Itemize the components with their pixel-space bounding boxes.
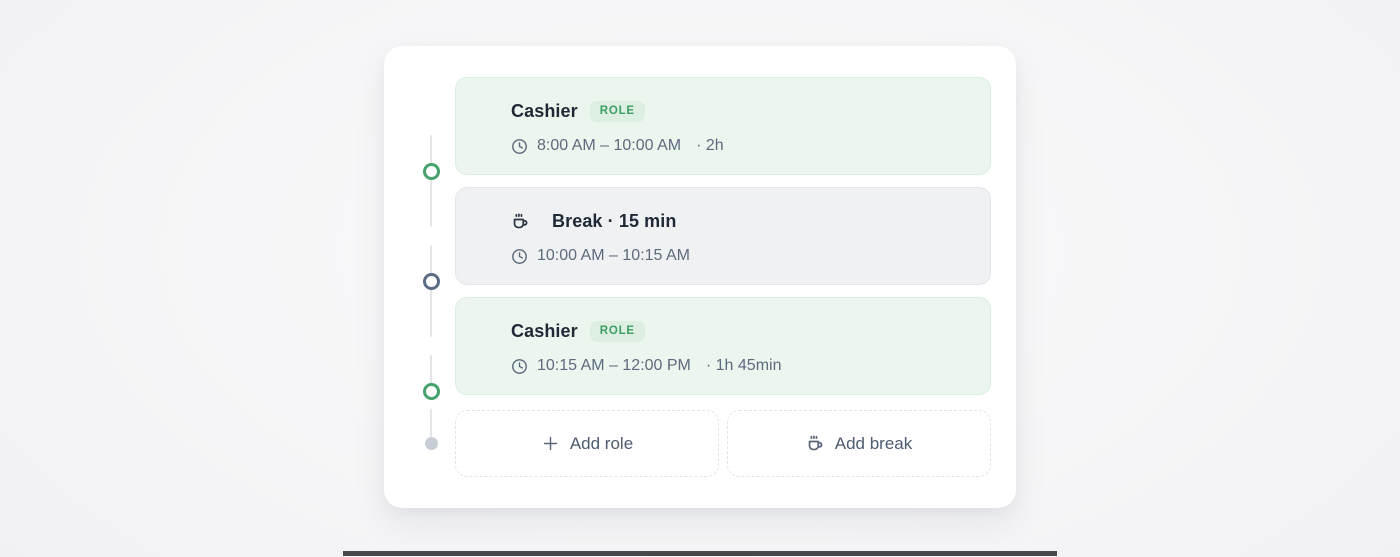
shift-editor-panel: Cashier ROLE 8:00 AM – 10:00 AM · 2h bbox=[384, 46, 1016, 508]
segment-duration: · 2h bbox=[696, 137, 724, 154]
segment-time-range: 10:15 AM – 12:00 PM bbox=[537, 357, 691, 374]
timeline-connector bbox=[430, 135, 432, 227]
segment-title: Cashier bbox=[511, 101, 578, 121]
segment-title: Cashier bbox=[511, 321, 578, 341]
segment-list: Cashier ROLE 8:00 AM – 10:00 AM · 2h bbox=[455, 77, 991, 407]
timeline-end-dot bbox=[425, 437, 438, 450]
bottom-divider-bar bbox=[343, 551, 1057, 556]
segment-time-range: 10:00 AM – 10:15 AM bbox=[537, 247, 690, 264]
clock-icon bbox=[511, 358, 528, 375]
segment-time-range: 8:00 AM – 10:00 AM bbox=[537, 137, 682, 154]
add-role-button[interactable]: Add role bbox=[455, 410, 719, 477]
coffee-cup-icon bbox=[511, 212, 530, 231]
role-badge: ROLE bbox=[589, 100, 645, 123]
timeline-marker-role-1 bbox=[423, 163, 440, 180]
clock-icon bbox=[511, 138, 528, 155]
segment-duration: · 1h 45min bbox=[705, 357, 782, 374]
timeline-connector bbox=[430, 355, 432, 399]
segment-title: Break · 15 min bbox=[552, 211, 677, 231]
coffee-cup-icon bbox=[806, 434, 825, 453]
timeline-connector bbox=[430, 245, 432, 337]
add-role-label: Add role bbox=[569, 433, 634, 453]
timeline-connector bbox=[430, 409, 432, 437]
role-badge: ROLE bbox=[589, 320, 645, 343]
add-break-button[interactable]: Add break bbox=[727, 410, 991, 477]
add-break-label: Add break bbox=[834, 433, 913, 453]
shift-segment-card-break[interactable]: Break · 15 min 10:00 AM – 10:15 AM bbox=[455, 187, 991, 285]
timeline-marker-break bbox=[423, 273, 440, 290]
segment-actions: Add role Add break bbox=[455, 410, 991, 477]
shift-segment-card-role-2[interactable]: Cashier ROLE 10:15 AM – 12:00 PM · 1h 45… bbox=[455, 297, 991, 395]
timeline-marker-role-2 bbox=[423, 383, 440, 400]
shift-segment-card-role-1[interactable]: Cashier ROLE 8:00 AM – 10:00 AM · 2h bbox=[455, 77, 991, 175]
plus-icon bbox=[541, 434, 560, 453]
clock-icon bbox=[511, 248, 528, 265]
